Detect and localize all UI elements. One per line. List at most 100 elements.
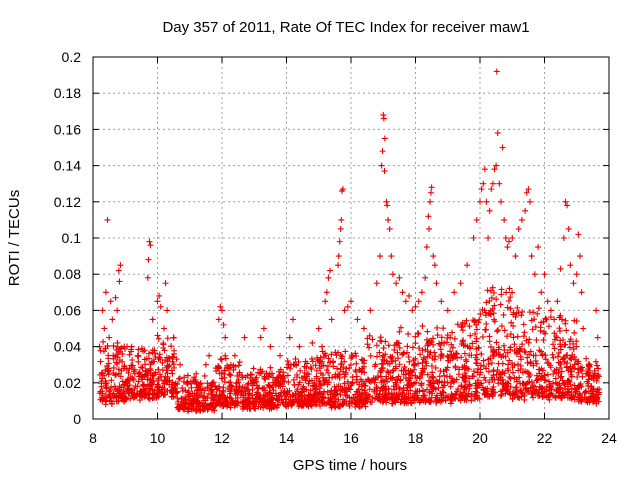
x-axis-title: GPS time / hours <box>293 457 407 474</box>
data-point <box>426 351 433 358</box>
data-point <box>103 384 110 391</box>
data-point <box>436 397 443 404</box>
data-point <box>402 371 409 378</box>
data-point <box>458 324 465 331</box>
data-point <box>145 256 152 263</box>
data-point <box>296 398 303 405</box>
data-point <box>519 308 526 315</box>
data-point <box>290 376 297 383</box>
data-point <box>504 304 511 311</box>
data-point <box>190 401 197 408</box>
data-point <box>115 267 122 274</box>
data-point <box>547 362 554 369</box>
data-point <box>135 358 142 365</box>
data-point <box>525 186 532 193</box>
data-point <box>218 356 225 363</box>
data-point <box>575 360 582 367</box>
data-point <box>125 370 132 377</box>
data-point <box>227 379 234 386</box>
data-point <box>522 207 529 214</box>
data-point <box>474 377 481 384</box>
data-point <box>244 400 251 407</box>
data-point <box>416 399 423 406</box>
data-point <box>506 285 513 292</box>
data-point <box>562 198 569 205</box>
data-point <box>374 353 381 360</box>
data-point <box>254 385 261 392</box>
data-point <box>541 372 548 379</box>
data-point <box>511 341 518 348</box>
data-point <box>405 354 412 361</box>
data-point <box>378 162 385 169</box>
data-point <box>428 363 435 370</box>
data-point <box>427 198 434 205</box>
data-point <box>520 333 527 340</box>
data-point <box>415 396 422 403</box>
data-point <box>473 216 480 223</box>
data-point <box>149 316 156 323</box>
x-tick-label: 18 <box>408 430 424 446</box>
data-point <box>291 382 298 389</box>
data-point <box>322 298 329 305</box>
data-point <box>545 323 552 330</box>
data-point <box>490 289 497 296</box>
y-tick-label: 0.14 <box>54 158 81 174</box>
data-point <box>240 394 247 401</box>
data-point <box>463 358 470 365</box>
data-point <box>448 341 455 348</box>
data-point <box>498 286 505 293</box>
data-point <box>170 354 177 361</box>
data-point <box>449 329 456 336</box>
data-point <box>317 370 324 377</box>
data-point <box>201 387 208 394</box>
data-point <box>409 344 416 351</box>
data-point <box>256 394 263 401</box>
data-point <box>253 374 260 381</box>
data-point <box>489 284 496 291</box>
data-point <box>551 367 558 374</box>
data-point <box>171 385 178 392</box>
x-tick-label: 10 <box>150 430 166 446</box>
data-point <box>397 377 404 384</box>
data-point <box>403 387 410 394</box>
data-point <box>341 380 348 387</box>
data-point <box>261 384 268 391</box>
data-point <box>520 321 527 328</box>
data-point <box>431 356 438 363</box>
data-point <box>326 374 333 381</box>
data-point <box>551 336 558 343</box>
data-point <box>231 352 238 359</box>
data-point <box>473 326 480 333</box>
data-point <box>334 390 341 397</box>
data-point <box>150 358 157 365</box>
data-point <box>452 350 459 357</box>
data-point <box>568 385 575 392</box>
data-point <box>557 374 564 381</box>
data-point <box>463 392 470 399</box>
data-point <box>418 289 425 296</box>
data-point <box>181 374 188 381</box>
data-point <box>246 405 253 412</box>
data-point <box>128 343 135 350</box>
data-point <box>500 311 507 318</box>
data-point <box>532 357 539 364</box>
data-point <box>259 386 266 393</box>
data-point <box>320 353 327 360</box>
data-point <box>542 330 549 337</box>
data-point <box>376 349 383 356</box>
data-point <box>420 392 427 399</box>
data-point <box>97 358 104 365</box>
data-point <box>399 351 406 358</box>
data-point <box>266 402 273 409</box>
data-point <box>319 348 326 355</box>
data-point <box>107 298 114 305</box>
data-point <box>303 401 310 408</box>
data-point <box>113 359 120 366</box>
data-point <box>315 377 322 384</box>
data-point <box>165 363 172 370</box>
data-point <box>323 377 330 384</box>
data-point <box>439 389 446 396</box>
data-point <box>578 289 585 296</box>
data-point <box>296 343 303 350</box>
data-point <box>395 373 402 380</box>
